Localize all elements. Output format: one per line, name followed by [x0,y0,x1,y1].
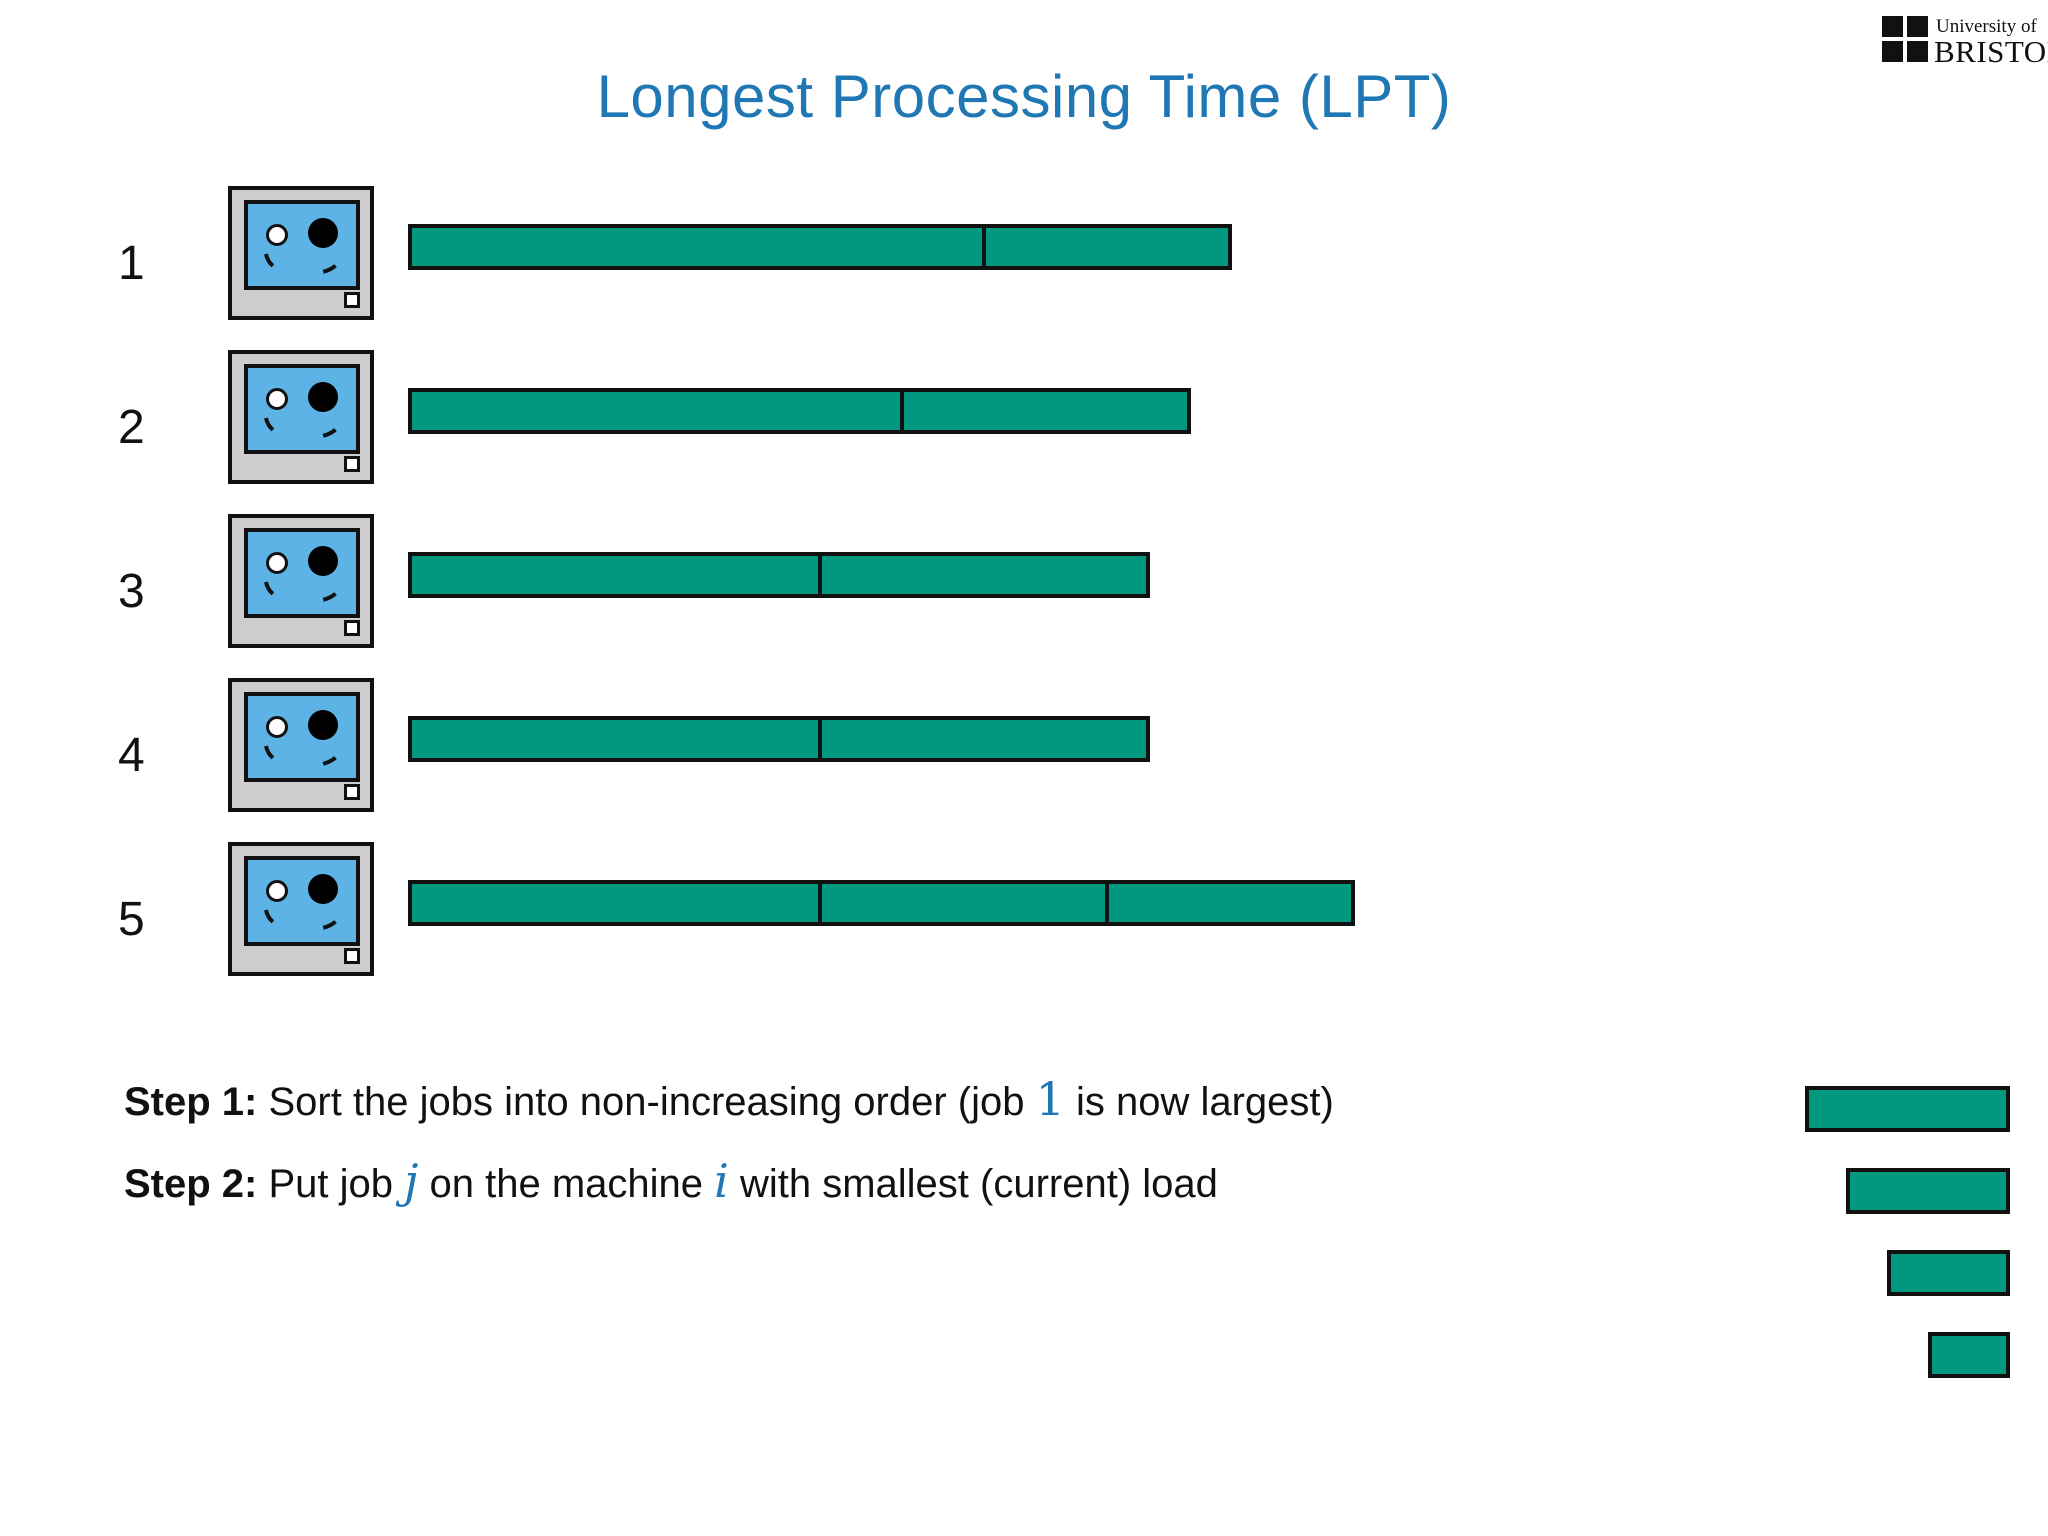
computer-icon [228,514,374,648]
pending-job-block [1887,1250,2010,1296]
screen-face [244,364,360,454]
right-eye [308,218,338,248]
right-eye [308,710,338,740]
pending-job-block [1805,1086,2010,1132]
job-block [408,716,822,762]
smile-icon [264,745,344,769]
logo-line-1: University of [1936,16,2037,37]
power-button-icon [344,948,360,964]
step-text: Put job [257,1162,405,1206]
right-eye [308,546,338,576]
crest-icon [1882,16,1930,64]
smile-icon [264,909,344,933]
step-label: Step 1: [124,1080,258,1124]
power-button-icon [344,456,360,472]
computer-icon [228,186,374,320]
job-block [408,224,986,270]
computer-icon [228,678,374,812]
left-eye [266,552,288,574]
computer-icon [228,842,374,976]
smile-icon [264,581,344,605]
job-block [408,552,822,598]
machine-label: 5 [118,893,145,946]
power-button-icon [344,620,360,636]
pending-job-block [1846,1168,2010,1214]
machine-label: 1 [118,237,145,290]
machine-row: 2 [0,350,2048,500]
job-block [982,224,1232,270]
screen-face [244,200,360,290]
job-block [408,880,822,926]
job-block [408,388,904,434]
machine-row: 5 [0,842,2048,992]
math-symbol: j [404,1154,419,1208]
job-block [818,552,1150,598]
smile-icon [264,253,344,277]
job-block [818,716,1150,762]
left-eye [266,224,288,246]
job-block [818,880,1109,926]
slide-title: Longest Processing Time (LPT) [596,63,1452,130]
machine-row: 3 [0,514,2048,664]
university-logo: University of BRISTOL [1880,14,2048,69]
smile-icon [264,417,344,441]
machine-label: 3 [118,565,145,618]
computer-icon [228,350,374,484]
left-eye [266,388,288,410]
power-button-icon [344,292,360,308]
right-eye [308,382,338,412]
machine-label: 2 [118,401,145,454]
step-line: Step 1: Sort the jobs into non-increasin… [124,1072,1334,1126]
power-button-icon [344,784,360,800]
screen-face [244,692,360,782]
screen-face [244,856,360,946]
step-text: is now largest) [1064,1080,1334,1124]
step-text: on the machine [418,1162,715,1206]
pending-job-block [1928,1332,2010,1378]
left-eye [266,880,288,902]
step-text: Sort the jobs into non-increasing order … [257,1080,1036,1124]
left-eye [266,716,288,738]
machine-label: 4 [118,729,145,782]
logo-line-2: BRISTOL [1934,34,2048,69]
machine-row: 4 [0,678,2048,828]
job-block [1105,880,1355,926]
machine-row: 1 [0,186,2048,336]
screen-face [244,528,360,618]
step-text: with smallest (current) load [728,1162,1218,1206]
math-symbol: 1 [1035,1072,1065,1126]
job-block [900,388,1191,434]
step-label: Step 2: [124,1162,258,1206]
math-symbol: i [714,1154,729,1208]
step-line: Step 2: Put job j on the machine i with … [124,1154,1218,1208]
right-eye [308,874,338,904]
